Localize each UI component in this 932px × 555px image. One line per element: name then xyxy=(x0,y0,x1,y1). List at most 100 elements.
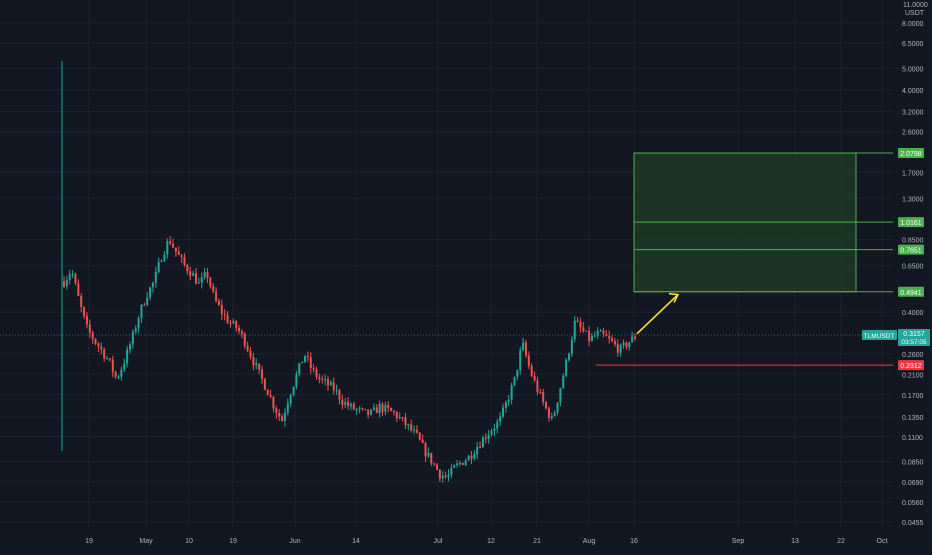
y-tick-label: 0.6500 xyxy=(902,263,924,270)
candle-body xyxy=(436,464,439,470)
candle-body xyxy=(616,344,619,353)
candle-body xyxy=(507,399,510,403)
candle-body xyxy=(355,409,358,411)
candle-body xyxy=(189,271,192,276)
candle-body xyxy=(77,283,80,297)
target-price-tag: 0.7651 xyxy=(900,248,922,255)
candle-body xyxy=(292,386,295,396)
candle-body xyxy=(166,241,169,255)
candle-body xyxy=(194,273,197,284)
candle-body xyxy=(473,454,476,459)
candle-body xyxy=(619,344,622,353)
candle-body xyxy=(513,376,516,386)
axis-top-label: 11.0000 xyxy=(903,2,928,9)
candle-body xyxy=(172,243,175,248)
candle-body xyxy=(599,330,602,332)
candle-body xyxy=(349,403,352,407)
candle-body xyxy=(149,287,152,298)
candle-body xyxy=(335,390,338,392)
candle-body xyxy=(476,446,479,455)
candle-body xyxy=(404,417,407,426)
target-arrow xyxy=(636,294,679,335)
candle-body xyxy=(183,257,186,265)
candle-body xyxy=(453,465,456,468)
y-tick-label: 0.0850 xyxy=(902,460,924,467)
candle-body xyxy=(206,272,209,278)
x-tick-label: 16 xyxy=(630,538,638,545)
candle-body xyxy=(490,430,493,435)
target-price-tag: 2.0798 xyxy=(900,151,922,158)
candle-body xyxy=(304,355,307,362)
candle-body xyxy=(94,338,97,344)
y-tick-label: 0.2100 xyxy=(902,372,924,379)
price-axis-bg xyxy=(893,0,932,550)
candle-body xyxy=(63,281,65,287)
candle-body xyxy=(269,395,272,397)
x-tick-label: 21 xyxy=(533,538,541,545)
y-tick-label: 0.1350 xyxy=(902,415,924,422)
candle-body xyxy=(556,402,559,413)
candle-body xyxy=(85,316,88,325)
candle-body xyxy=(347,401,350,407)
y-tick-label: 0.1700 xyxy=(902,393,924,400)
candle-body xyxy=(258,363,261,370)
candle-body xyxy=(140,304,143,319)
candle-body xyxy=(464,460,467,465)
candle-body xyxy=(367,409,370,415)
candle-body xyxy=(579,321,582,328)
candle-body xyxy=(479,446,482,448)
candle-body xyxy=(634,336,636,339)
candle-body xyxy=(384,405,387,412)
candle-body xyxy=(524,342,527,356)
candle-body xyxy=(430,452,433,464)
candle-body xyxy=(255,363,258,366)
candle-body xyxy=(260,369,263,379)
candle-body xyxy=(286,403,289,413)
candle-body xyxy=(203,272,206,278)
candle-body xyxy=(585,330,588,332)
candle-body xyxy=(487,434,490,439)
last-price-tag: 0.3157 xyxy=(903,331,925,338)
x-tick-label: Oct xyxy=(877,538,888,545)
candle-body xyxy=(438,469,441,479)
candle-body xyxy=(588,330,591,341)
candle-body xyxy=(252,357,255,366)
candle-body xyxy=(103,349,106,359)
candle-body xyxy=(545,401,548,409)
candle-body xyxy=(568,353,571,360)
candle-body xyxy=(289,395,292,404)
candle-body xyxy=(542,392,545,402)
candle-body xyxy=(361,408,364,410)
candle-body xyxy=(611,338,614,342)
candle-body xyxy=(461,462,464,465)
candle-body xyxy=(341,399,344,405)
candle-body xyxy=(628,342,631,348)
candle-body xyxy=(226,314,229,323)
y-tick-label: 2.6000 xyxy=(902,129,924,136)
candle-body xyxy=(120,369,123,377)
candle-body xyxy=(238,327,241,332)
candle-body xyxy=(332,382,335,391)
x-tick-label: Jun xyxy=(289,538,300,545)
candle-body xyxy=(220,304,223,315)
candle-body xyxy=(504,402,507,408)
candle-body xyxy=(481,437,484,448)
candle-body xyxy=(157,261,160,273)
candle-body xyxy=(582,327,585,332)
candle-body xyxy=(387,405,390,409)
candle-body xyxy=(421,439,424,444)
y-tick-label: 0.8500 xyxy=(902,237,924,244)
candle-body xyxy=(91,332,94,339)
candle-body xyxy=(613,341,616,345)
candle-body xyxy=(217,300,220,305)
candle-body xyxy=(565,359,568,376)
candle-body xyxy=(215,291,218,301)
target-price-tag: 1.0161 xyxy=(900,220,922,227)
candle-body xyxy=(197,282,200,284)
candle-body xyxy=(456,463,459,466)
candle-body xyxy=(88,324,91,333)
candle-body xyxy=(111,359,114,372)
candle-body xyxy=(378,403,381,414)
